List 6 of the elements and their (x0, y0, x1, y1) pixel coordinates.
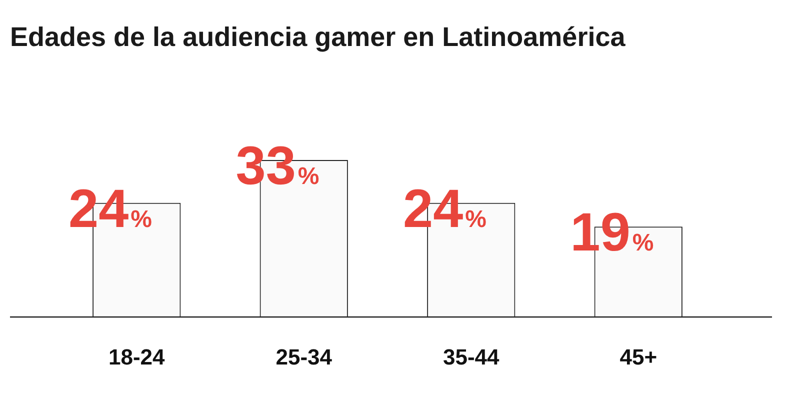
data-label: 33% (236, 136, 320, 196)
x-tick-label: 45+ (620, 344, 658, 370)
x-tick-label: 18-24 (108, 344, 166, 370)
chart-title: Edades de la audiencia gamer en Latinoamérica (10, 22, 626, 53)
x-tick-label: 25-34 (276, 344, 333, 370)
x-tick-label: 35-44 (442, 344, 500, 370)
